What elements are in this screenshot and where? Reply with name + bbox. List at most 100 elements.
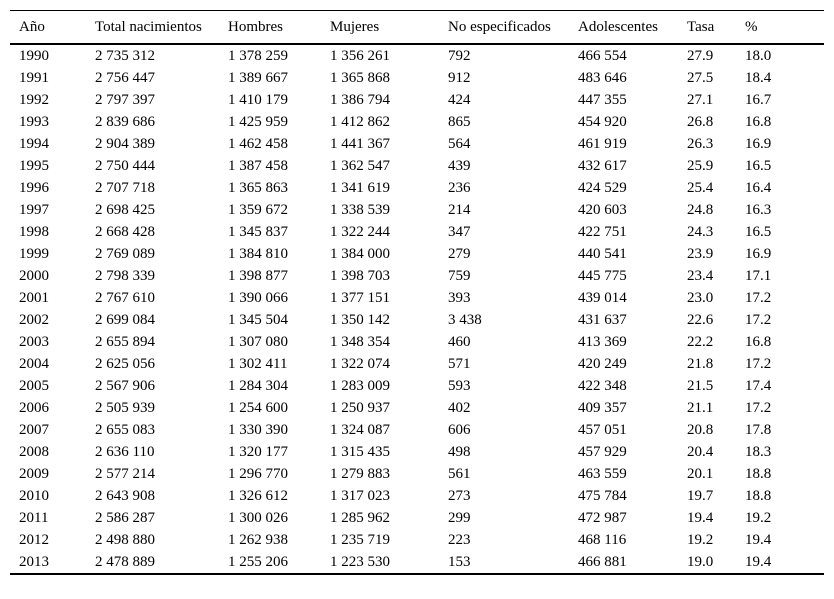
cell-mujeres: 1 283 009 [330,378,390,394]
cell-total-nacimientos: 2 655 083 [95,422,155,438]
cell-mujeres: 1 348 354 [330,334,390,350]
cell-anio: 1998 [19,224,49,240]
cell-tasa: 24.8 [687,202,714,218]
cell-porcentaje: 16.8 [745,114,772,130]
cell-adolescentes: 461 919 [578,136,627,152]
cell-hombres: 1 345 504 [228,312,288,328]
cell-anio: 2008 [19,444,49,460]
cell-hombres: 1 307 080 [228,334,288,350]
cell-anio: 2001 [19,290,49,306]
cell-tasa: 20.1 [687,466,714,482]
table-row: 1994 2 904 389 1 462 458 1 441 367 564 461 91… [10,133,824,155]
cell-no-especificados: 3 438 [448,312,482,328]
table-row: 2001 2 767 610 1 390 066 1 377 151 393 439 01… [10,287,824,309]
cell-no-especificados: 564 [448,136,471,152]
cell-no-especificados: 606 [448,422,471,438]
cell-mujeres: 1 338 539 [330,202,390,218]
cell-anio: 1995 [19,158,49,174]
cell-total-nacimientos: 2 567 906 [95,378,155,394]
cell-adolescentes: 466 554 [578,48,627,64]
cell-no-especificados: 865 [448,114,471,130]
cell-anio: 2013 [19,554,49,570]
cell-hombres: 1 384 810 [228,246,288,262]
cell-adolescentes: 420 249 [578,356,627,372]
cell-mujeres: 1 441 367 [330,136,390,152]
cell-tasa: 22.2 [687,334,714,350]
cell-no-especificados: 460 [448,334,471,350]
cell-tasa: 26.8 [687,114,714,130]
cell-adolescentes: 454 920 [578,114,627,130]
cell-anio: 1997 [19,202,49,218]
cell-mujeres: 1 279 883 [330,466,390,482]
cell-anio: 2003 [19,334,49,350]
cell-porcentaje: 18.8 [745,488,772,504]
cell-mujeres: 1 386 794 [330,92,390,108]
column-header-total-nacimientos: Total nacimientos [95,10,228,45]
cell-anio: 2009 [19,466,49,482]
cell-tasa: 21.1 [687,400,714,416]
cell-anio: 2010 [19,488,49,504]
cell-adolescentes: 475 784 [578,488,627,504]
table-row: 2011 2 586 287 1 300 026 1 285 962 299 472 98… [10,507,824,529]
cell-tasa: 27.9 [687,48,714,64]
cell-porcentaje: 16.7 [745,92,772,108]
cell-adolescentes: 445 775 [578,268,627,284]
cell-mujeres: 1 341 619 [330,180,390,196]
cell-mujeres: 1 412 862 [330,114,390,130]
cell-hombres: 1 359 672 [228,202,288,218]
cell-porcentaje: 17.2 [745,356,772,372]
cell-anio: 2002 [19,312,49,328]
cell-mujeres: 1 365 868 [330,70,390,86]
cell-adolescentes: 424 529 [578,180,627,196]
cell-total-nacimientos: 2 797 397 [95,92,155,108]
cell-total-nacimientos: 2 643 908 [95,488,155,504]
cell-porcentaje: 19.2 [745,510,772,526]
cell-hombres: 1 462 458 [228,136,288,152]
cell-anio: 2004 [19,356,49,372]
table-row: 2009 2 577 214 1 296 770 1 279 883 561 463 55… [10,463,824,485]
cell-hombres: 1 387 458 [228,158,288,174]
cell-porcentaje: 17.4 [745,378,772,394]
cell-anio: 1993 [19,114,49,130]
cell-mujeres: 1 398 703 [330,268,390,284]
cell-no-especificados: 279 [448,246,471,262]
cell-porcentaje: 19.4 [745,554,772,570]
cell-porcentaje: 17.8 [745,422,772,438]
table-row: 2010 2 643 908 1 326 612 1 317 023 273 475 78… [10,485,824,507]
cell-mujeres: 1 324 087 [330,422,390,438]
cell-no-especificados: 593 [448,378,471,394]
cell-hombres: 1 330 390 [228,422,288,438]
cell-hombres: 1 320 177 [228,444,288,460]
cell-no-especificados: 223 [448,532,471,548]
cell-anio: 1999 [19,246,49,262]
cell-no-especificados: 299 [448,510,471,526]
cell-tasa: 19.0 [687,554,714,570]
cell-adolescentes: 463 559 [578,466,627,482]
cell-hombres: 1 284 304 [228,378,288,394]
cell-porcentaje: 16.3 [745,202,772,218]
cell-tasa: 26.3 [687,136,714,152]
column-header-porcentaje: % [745,10,824,45]
table-row: 1990 2 735 312 1 378 259 1 356 261 792 466 55… [10,44,824,67]
cell-tasa: 27.1 [687,92,714,108]
table-row: 1996 2 707 718 1 365 863 1 341 619 236 424 52… [10,177,824,199]
cell-no-especificados: 273 [448,488,471,504]
cell-no-especificados: 498 [448,444,471,460]
cell-mujeres: 1 235 719 [330,532,390,548]
cell-no-especificados: 439 [448,158,471,174]
cell-porcentaje: 16.9 [745,246,772,262]
cell-adolescentes: 483 646 [578,70,627,86]
table-row: 2006 2 505 939 1 254 600 1 250 937 402 409 35… [10,397,824,419]
cell-tasa: 27.5 [687,70,714,86]
cell-total-nacimientos: 2 498 880 [95,532,155,548]
cell-adolescentes: 466 881 [578,554,627,570]
cell-hombres: 1 389 667 [228,70,288,86]
cell-porcentaje: 16.5 [745,158,772,174]
cell-adolescentes: 431 637 [578,312,627,328]
cell-mujeres: 1 356 261 [330,48,390,64]
cell-total-nacimientos: 2 625 056 [95,356,155,372]
cell-porcentaje: 18.3 [745,444,772,460]
table-row: 2012 2 498 880 1 262 938 1 235 719 223 468 11… [10,529,824,551]
cell-tasa: 19.4 [687,510,714,526]
table-row: 1998 2 668 428 1 345 837 1 322 244 347 422 75… [10,221,824,243]
